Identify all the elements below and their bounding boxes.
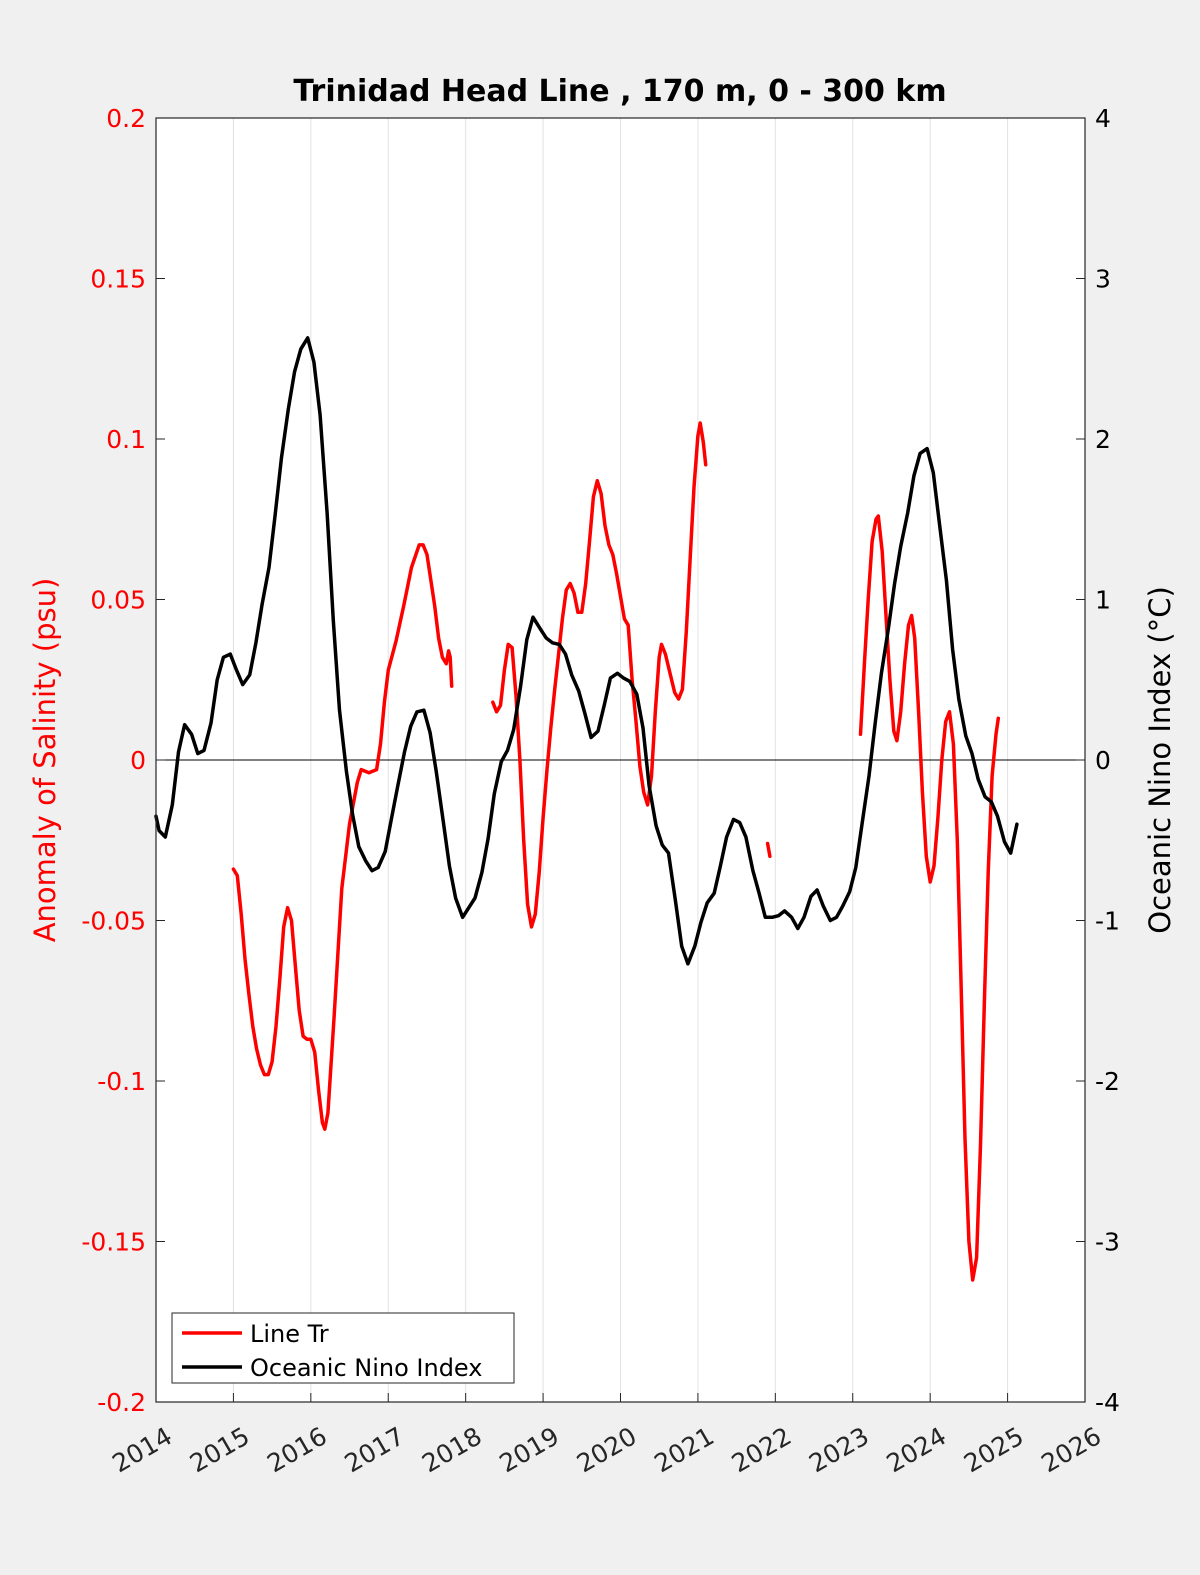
right-tick-label: -2 (1095, 1067, 1120, 1096)
chart-title: Trinidad Head Line , 170 m, 0 - 300 km (293, 74, 946, 109)
left-tick-label: 0.1 (106, 425, 146, 454)
legend-label-line-tr: Line Tr (250, 1320, 329, 1348)
right-axis-label: Oceanic Nino Index (°C) (1143, 586, 1177, 934)
left-tick-label: 0.05 (90, 586, 146, 615)
right-tick-label: 0 (1095, 746, 1111, 775)
left-tick-label: 0 (130, 746, 146, 775)
right-axis: 4 3 2 1 0 -1 -2 -3 -4 (1076, 104, 1120, 1417)
left-tick-label: 0.2 (106, 104, 146, 133)
left-tick-label: -0.05 (81, 907, 146, 936)
series-line-tr-segment (765, 841, 772, 859)
right-tick-label: 1 (1095, 586, 1111, 615)
left-tick-label: -0.15 (81, 1228, 146, 1257)
legend: Line Tr Oceanic Nino Index (171, 1312, 515, 1384)
legend-label-oni: Oceanic Nino Index (250, 1354, 482, 1382)
series-layer (154, 336, 1019, 1282)
right-tick-label: 3 (1095, 265, 1111, 294)
series-line-tr-segment (491, 421, 708, 929)
series-line-tr-segment (858, 514, 1001, 1282)
left-tick-label: 0.15 (90, 265, 146, 294)
right-tick-label: 2 (1095, 425, 1111, 454)
left-tick-label: -0.2 (97, 1388, 146, 1417)
left-axis: 0.2 0.15 0.1 0.05 0 -0.05 -0.1 -0.15 -0.2 (81, 104, 165, 1417)
legend-box (171, 1312, 515, 1384)
left-tick-label: -0.1 (97, 1067, 146, 1096)
series-oceanic-nino-index-segment (154, 336, 1019, 966)
series-line-tr-segment (231, 543, 454, 1131)
right-tick-label: -4 (1095, 1388, 1120, 1417)
right-tick-label: -3 (1095, 1228, 1120, 1257)
left-axis-label: Anomaly of Salinity (psu) (28, 578, 62, 943)
right-tick-label: -1 (1095, 907, 1120, 936)
right-tick-label: 4 (1095, 104, 1111, 133)
